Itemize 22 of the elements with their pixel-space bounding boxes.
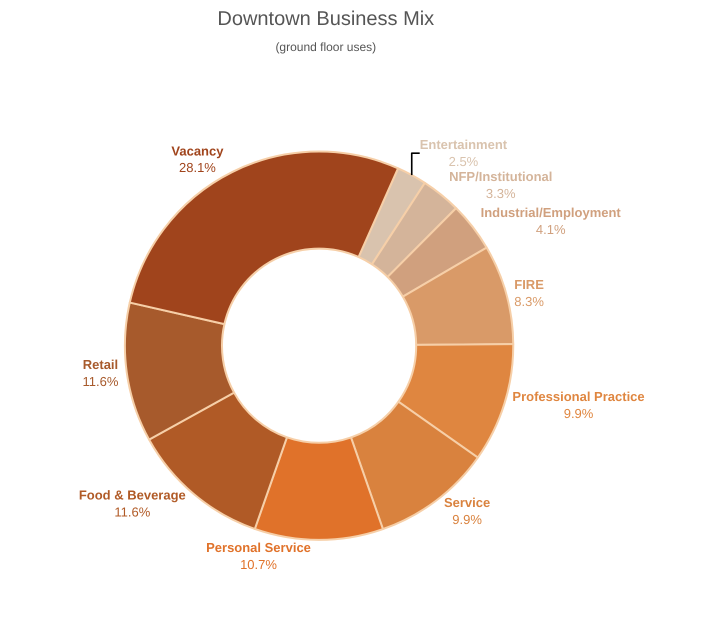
slice-label: Vacancy [171,143,224,158]
slice-label: Professional Practice [512,389,645,404]
slice-label: FIRE [514,277,544,292]
slice-label: NFP/Institutional [449,169,552,184]
slice-label: Service [444,494,490,510]
slice-label: Entertainment [420,137,508,152]
chart-subtitle: (ground floor uses) [275,40,376,54]
slice-label: Personal Service [206,540,311,555]
chart-title: Downtown Business Mix [217,8,434,30]
data-label: 11.6% [82,374,119,390]
slice-label: Food & Beverage [78,487,186,502]
data-label: 10.7% [240,556,278,572]
data-label: 8.3% [514,294,544,309]
data-label: 3.3% [486,186,516,201]
data-label: 9.9% [564,406,594,421]
data-label: 4.1% [536,222,566,237]
data-label: 11.6% [114,504,151,520]
data-label: 9.9% [452,512,482,527]
slice-label: Retail [82,357,118,372]
data-label: 2.5% [448,154,479,170]
data-label: 28.1% [178,160,216,176]
slice-label: Industrial/Employment [480,204,622,220]
